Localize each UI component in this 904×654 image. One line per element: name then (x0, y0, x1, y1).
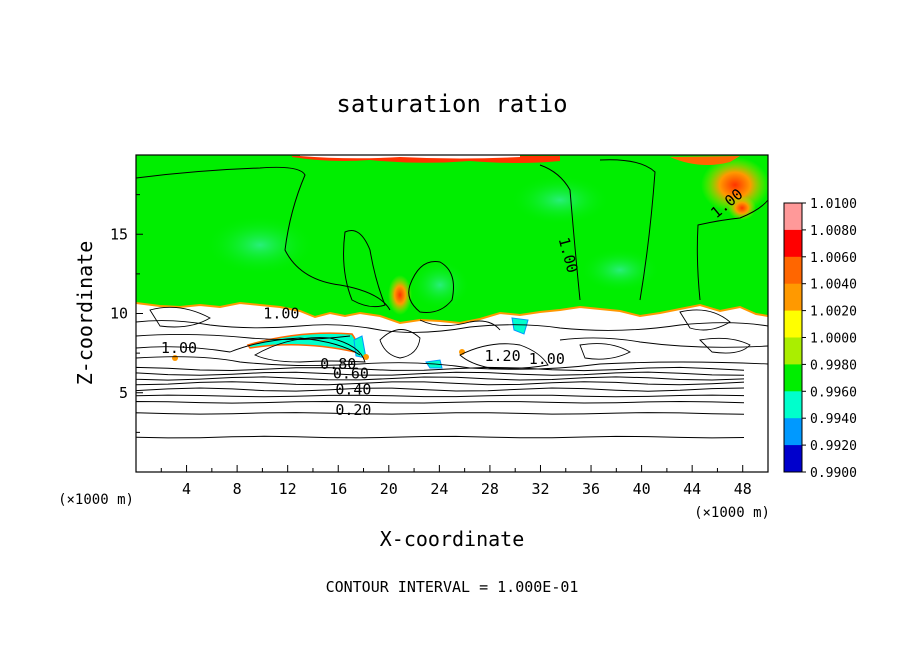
stable-contour-line (136, 412, 745, 415)
colorbar-swatch (784, 391, 802, 419)
saturation-field (136, 155, 768, 472)
x-tick-label: 32 (531, 480, 549, 498)
colorbar-label: 1.0100 (810, 197, 857, 212)
x-tick-label: 12 (279, 480, 297, 498)
stable-contour-line (136, 371, 745, 376)
y-axis-ticks: 5 10 15 (110, 194, 143, 433)
x-tick-label: 48 (734, 480, 752, 498)
contours-upper (136, 159, 768, 313)
colorbar-swatch (784, 337, 802, 365)
colorbar-swatch (784, 418, 802, 446)
x-tick-label: 44 (683, 480, 701, 498)
colorbar-swatch (784, 229, 802, 258)
contour-label: 0.80 (320, 355, 356, 373)
colorbar-label: 0.9980 (810, 358, 857, 373)
colorbar-label: 0.9920 (810, 439, 857, 454)
x-axis-title: X-coordinate (380, 527, 525, 551)
colorbar: 1.0100 1.0080 1.0060 1.0040 1.0020 1.0000 0.99… (783, 197, 857, 481)
pale-patch (205, 215, 315, 275)
colorbar-label: 1.0060 (810, 251, 857, 266)
stable-contour-line (136, 394, 745, 398)
stable-contour-line (136, 387, 745, 392)
contour-label-group: 1.00 (263, 304, 299, 322)
colorbar-swatch (784, 203, 802, 231)
x-tick-label: 16 (329, 480, 347, 498)
contour-label-group: 0.20 (335, 401, 371, 419)
colorbar-label: 0.9940 (810, 412, 857, 427)
contour-label: 0.20 (335, 401, 371, 419)
contour-interval-note: CONTOUR INTERVAL = 1.000E-01 (326, 578, 579, 596)
y-axis-title: Z-coordinate (73, 241, 97, 386)
x-tick-label: 20 (380, 480, 398, 498)
subsaturated-blob (511, 317, 529, 335)
contour-label: 1.00 (529, 350, 565, 368)
x-tick-label: 28 (481, 480, 499, 498)
y-tick-label: 5 (119, 384, 128, 402)
contour-label-group: 1.00 (529, 350, 565, 368)
contour-label-group: 0.80 (320, 355, 356, 373)
stable-contour-line (136, 435, 745, 439)
hotspot-top-edge-white (300, 155, 520, 159)
colorbar-swatch (784, 445, 802, 473)
colorbar-swatch (784, 364, 802, 392)
colorbar-label: 0.9960 (810, 385, 857, 400)
contour-label: 1.00 (161, 339, 197, 357)
x-tick-label: 36 (582, 480, 600, 498)
hotspot-updraft (388, 275, 412, 315)
colorbar-label: 1.0020 (810, 305, 857, 320)
chart-title: saturation ratio (336, 90, 567, 118)
pale-patch (580, 248, 660, 292)
contour-label-group: 0.40 (335, 380, 371, 398)
contour-label-group: 1.00 (161, 339, 197, 357)
colorbar-label: 1.0000 (810, 332, 857, 347)
colorbar-swatch (784, 283, 802, 312)
colorbar-swatch (784, 310, 802, 338)
stable-contour-line (136, 400, 745, 404)
colorbar-label: 1.0080 (810, 224, 857, 239)
contours-lower-cloud (136, 306, 768, 370)
stable-contour-line (136, 366, 745, 372)
colorbar-swatch (784, 256, 802, 285)
contours-stable-layer (136, 366, 745, 439)
contour-label: 0.40 (335, 380, 371, 398)
x-axis-ticks: 4 8 12 16 20 24 28 32 36 40 44 48 (160, 465, 752, 498)
x-tick-label: 40 (633, 480, 651, 498)
hotspot-top-edge-2 (670, 156, 740, 166)
stable-contour-line (136, 381, 745, 386)
x-tick-label: 4 (182, 480, 191, 498)
cloud-base-edge (136, 301, 768, 325)
pale-patch (510, 175, 610, 225)
colorbar-label: 0.9900 (810, 466, 857, 481)
contour-label: 1.20 (484, 347, 520, 365)
x-tick-label: 8 (233, 480, 242, 498)
contour-label: 1.00 (263, 304, 299, 322)
orange-spot (363, 354, 369, 360)
y-tick-label: 15 (110, 225, 128, 243)
pale-patch (410, 260, 470, 310)
stable-contour-line (136, 376, 745, 381)
x-unit-label: (×1000 m) (694, 505, 770, 521)
contour-label-group: 1.20 (484, 347, 520, 365)
z-unit-label: (×1000 m) (58, 492, 134, 508)
colorbar-label: 1.0040 (810, 278, 857, 293)
contour-label-group: 0.60 (333, 364, 369, 382)
y-tick-label: 10 (110, 305, 128, 323)
x-tick-label: 24 (430, 480, 448, 498)
contour-label: 0.60 (333, 364, 369, 382)
